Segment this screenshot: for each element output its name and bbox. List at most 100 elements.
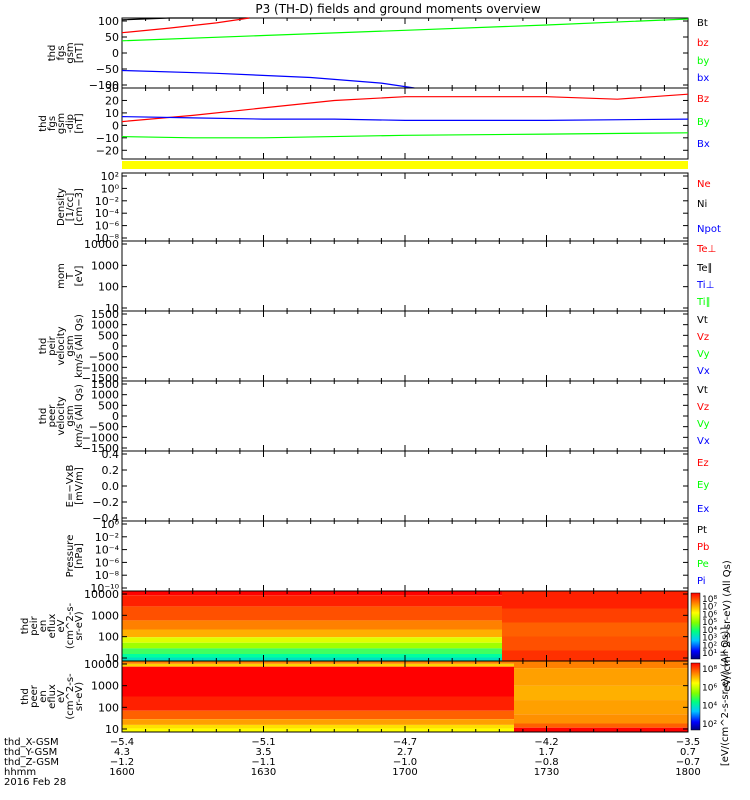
spectrogram-band	[502, 622, 688, 637]
legend-entry: Vx	[697, 366, 710, 377]
spectrogram-band	[122, 666, 514, 697]
x-axis-row-label: thd_Z-GSM	[4, 757, 59, 768]
status-bar	[122, 161, 688, 169]
colorbar-tick-label: 10⁸	[702, 595, 717, 605]
x-tick-label: −1.1	[251, 757, 275, 768]
y-axis-label: [nT]	[74, 43, 85, 63]
spectrogram-band	[122, 654, 502, 658]
colorbar-tick-label: 10⁸	[702, 665, 717, 675]
y-axis-label: thd	[38, 408, 49, 425]
x-tick-label: −3.5	[676, 737, 700, 748]
spectrogram-band	[502, 591, 688, 609]
y-axis-label: [nPa]	[74, 543, 85, 569]
spectrogram-band	[514, 661, 688, 669]
colorbar-label: [eV/(cm^2-s-sr-eV) (All Qs)]	[720, 627, 731, 766]
y-tick-label: −1000	[82, 431, 119, 444]
y-tick-label: 1000	[91, 319, 119, 332]
y-axis-label: thd	[38, 115, 49, 132]
y-tick-label: 100	[98, 701, 119, 714]
y-tick-label: 10⁰	[101, 182, 120, 195]
legend-entry: bx	[697, 73, 709, 84]
legend-entry: Vx	[697, 436, 710, 447]
legend-entry: Ez	[697, 458, 709, 469]
y-tick-label: 10	[105, 723, 119, 736]
y-tick-label: 0.2	[102, 464, 120, 477]
y-axis-label: km/s (All Qs)	[74, 384, 85, 448]
legend-entry: Pb	[697, 542, 709, 553]
y-tick-label: 10⁻⁴	[95, 207, 120, 220]
colorbar-tick-label: 10¹	[702, 649, 717, 659]
colorbar-label: eV/(cm^2-s-sr-eV) (All Qs)	[722, 560, 733, 692]
legend-entry: Te⊥	[696, 244, 716, 255]
y-tick-label: 10000	[84, 658, 119, 671]
legend-entry: Bx	[697, 139, 710, 150]
panel-frame	[121, 172, 689, 242]
y-axis-label: velocity	[56, 326, 67, 365]
y-tick-label: 50	[105, 31, 119, 44]
figure-title: P3 (TH-D) fields and ground moments over…	[255, 2, 540, 16]
colorbar-tick-label: 10⁶	[702, 683, 717, 693]
x-tick-label: 1730	[534, 767, 559, 778]
y-axis-label: [mV/m]	[74, 467, 85, 505]
x-tick-label: 3.5	[256, 747, 272, 758]
y-axis-label: gsm	[65, 42, 76, 63]
y-axis-label: Pressure	[65, 535, 76, 578]
colorbar-tick-label: 10³	[702, 634, 717, 644]
x-axis-row-label: thd_X-GSM	[4, 737, 59, 748]
y-tick-label: 100	[98, 281, 119, 294]
legend-entry: Vy	[697, 349, 710, 360]
x-tick-label: −5.1	[251, 737, 275, 748]
y-tick-label: 20	[105, 94, 119, 107]
y-axis-label: mom	[56, 263, 67, 289]
y-axis-label: eflux	[47, 684, 58, 709]
spectrogram-band	[122, 629, 502, 638]
y-tick-label: 10⁻²	[95, 531, 119, 544]
y-axis-label: peir	[47, 335, 58, 355]
y-tick-label: 1000	[91, 259, 119, 272]
y-axis-label: gsm	[56, 113, 67, 134]
spectrogram-band	[122, 663, 514, 667]
legend-entry: Pi	[697, 576, 706, 587]
y-axis-label: [eV]	[74, 266, 85, 287]
legend-entry: Ne	[697, 179, 711, 190]
y-axis-label: en	[38, 690, 49, 703]
y-tick-label: 10⁻⁸	[95, 232, 120, 245]
y-axis-label: thd	[20, 618, 31, 635]
spectrogram-band	[502, 608, 688, 623]
y-tick-label: 100	[98, 631, 119, 644]
colorbar-tick-label: 10⁷	[702, 603, 717, 613]
y-axis-label: peer	[47, 404, 58, 428]
spectrogram-band	[514, 700, 688, 715]
x-tick-label: 1.7	[539, 747, 555, 758]
legend-entry: Bz	[697, 94, 709, 105]
y-axis-label: fgs	[47, 116, 58, 131]
colorbar-tick-label: 10²	[702, 641, 717, 651]
y-tick-label: 10⁻⁶	[95, 556, 120, 569]
y-tick-label: −50	[96, 63, 119, 76]
spectrogram-band	[122, 657, 502, 661]
y-tick-label: 10²	[101, 170, 119, 183]
series-line-Bz	[121, 93, 689, 123]
spectrogram-band	[514, 668, 688, 686]
x-tick-label: −0.8	[534, 757, 558, 768]
x-tick-label: −4.7	[393, 737, 417, 748]
y-axis-label: thd	[20, 688, 31, 705]
y-tick-label: 10	[105, 107, 119, 120]
x-tick-label: 2.7	[397, 747, 413, 758]
y-tick-label: 10⁰	[101, 518, 120, 531]
colorbar: 10⁸ 10⁶ 10⁴ 10² [eV/(cm^2-s-sr-eV) (All Qs)]	[690, 627, 731, 766]
x-tick-label: 1700	[392, 767, 417, 778]
legend-entry: Te∥	[696, 263, 713, 274]
y-tick-label: −1500	[82, 372, 119, 385]
y-tick-label: −20	[96, 144, 119, 157]
series-line-by	[121, 18, 689, 42]
spectrogram-band	[502, 650, 688, 661]
y-axis-label: (cm^2-s-	[65, 602, 76, 649]
legend-entry: Vt	[697, 315, 708, 326]
y-tick-label: 1500	[91, 378, 119, 391]
y-axis-label: [nT]	[74, 113, 85, 133]
